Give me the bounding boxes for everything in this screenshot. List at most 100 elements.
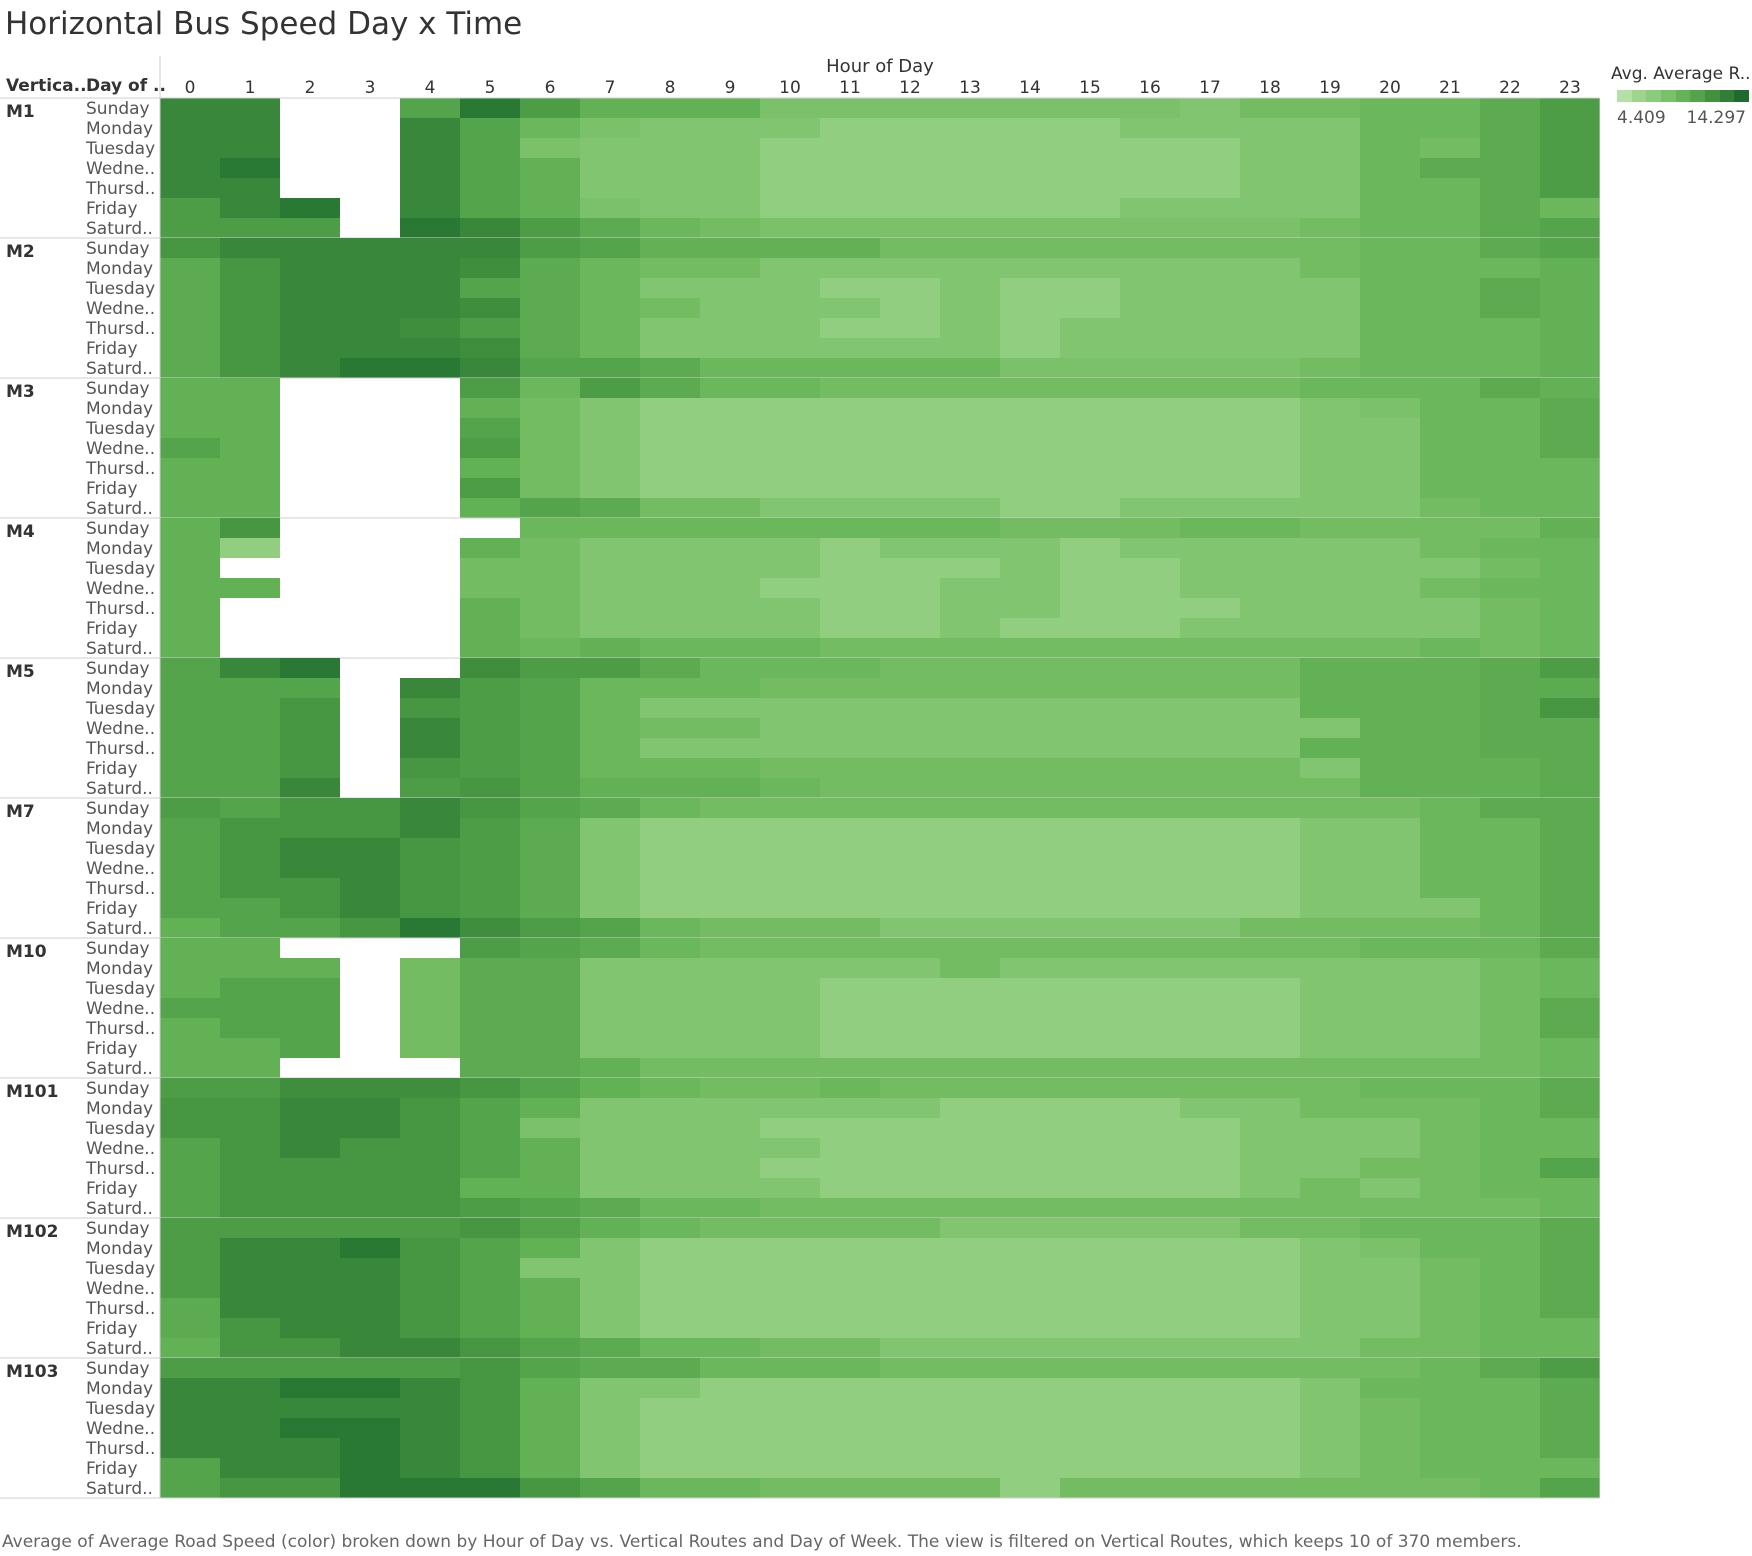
heatmap-cell[interactable] [940,1218,1000,1238]
heatmap-cell[interactable] [1420,438,1480,458]
heatmap-cell[interactable] [760,938,820,958]
heatmap-cell[interactable] [220,1398,280,1418]
heatmap-cell[interactable] [940,1458,1000,1478]
heatmap-cell[interactable] [1180,1258,1240,1278]
heatmap-cell[interactable] [1480,478,1540,498]
heatmap-cell[interactable] [1540,558,1600,578]
heatmap-cell[interactable] [1120,458,1180,478]
heatmap-cell[interactable] [640,398,700,418]
heatmap-cell[interactable] [1060,418,1120,438]
heatmap-cell[interactable] [1120,1198,1180,1218]
heatmap-cell[interactable] [1300,1338,1360,1358]
heatmap-cell[interactable] [1240,438,1300,458]
heatmap-cell[interactable] [160,1218,220,1238]
heatmap-cell[interactable] [1360,698,1420,718]
heatmap-cell[interactable] [640,158,700,178]
heatmap-cell[interactable] [1540,1218,1600,1238]
heatmap-cell[interactable] [520,378,580,398]
heatmap-cell[interactable] [880,1378,940,1398]
heatmap-cell[interactable] [700,338,760,358]
heatmap-cell[interactable] [340,1458,400,1478]
heatmap-cell[interactable] [160,578,220,598]
heatmap-cell[interactable] [1000,98,1060,118]
heatmap-cell[interactable] [940,518,1000,538]
heatmap-cell[interactable] [520,1478,580,1498]
heatmap-cell[interactable] [1000,1298,1060,1318]
heatmap-cell[interactable] [700,1278,760,1298]
heatmap-cell[interactable] [520,118,580,138]
heatmap-cell[interactable] [1480,678,1540,698]
heatmap-cell[interactable] [880,738,940,758]
heatmap-cell[interactable] [940,658,1000,678]
heatmap-cell[interactable] [520,618,580,638]
heatmap-cell[interactable] [1240,558,1300,578]
heatmap-cell[interactable] [760,1158,820,1178]
heatmap-cell[interactable] [1420,1218,1480,1238]
heatmap-cell[interactable] [1540,1318,1600,1338]
heatmap-cell[interactable] [940,1438,1000,1458]
heatmap-cell[interactable] [1240,978,1300,998]
heatmap-cell[interactable] [1180,298,1240,318]
heatmap-cell[interactable] [520,278,580,298]
heatmap-cell[interactable] [1300,298,1360,318]
heatmap-cell[interactable] [1480,298,1540,318]
heatmap-cell[interactable] [640,1018,700,1038]
heatmap-cell[interactable] [1180,918,1240,938]
heatmap-cell[interactable] [1420,1358,1480,1378]
heatmap-cell[interactable] [520,318,580,338]
heatmap-cell[interactable] [640,598,700,618]
heatmap-cell[interactable] [1540,178,1600,198]
heatmap-cell[interactable] [940,858,1000,878]
heatmap-cell[interactable] [580,1258,640,1278]
heatmap-cell[interactable] [1060,838,1120,858]
heatmap-cell[interactable] [340,1398,400,1418]
heatmap-cell[interactable] [220,1298,280,1318]
heatmap-cell[interactable] [940,478,1000,498]
heatmap-cell[interactable] [220,838,280,858]
heatmap-cell[interactable] [1360,758,1420,778]
heatmap-cell[interactable] [1360,598,1420,618]
heatmap-cell[interactable] [1420,938,1480,958]
heatmap-cell[interactable] [1000,1478,1060,1498]
heatmap-cell[interactable] [940,638,1000,658]
heatmap-cell[interactable] [1240,138,1300,158]
heatmap-cell[interactable] [340,798,400,818]
heatmap-cell[interactable] [880,878,940,898]
heatmap-cell[interactable] [940,538,1000,558]
heatmap-cell[interactable] [1240,798,1300,818]
heatmap-cell[interactable] [700,958,760,978]
heatmap-cell[interactable] [1000,618,1060,638]
heatmap-cell[interactable] [820,1138,880,1158]
heatmap-cell[interactable] [280,1378,340,1398]
heatmap-cell[interactable] [1000,858,1060,878]
heatmap-cell[interactable] [220,1258,280,1278]
heatmap-cell[interactable] [1360,1358,1420,1378]
heatmap-cell[interactable] [400,1358,460,1378]
heatmap-cell[interactable] [1240,638,1300,658]
heatmap-cell[interactable] [1300,1358,1360,1378]
heatmap-cell[interactable] [1060,1378,1120,1398]
heatmap-cell[interactable] [340,1378,400,1398]
heatmap-cell[interactable] [400,258,460,278]
heatmap-cell[interactable] [940,818,1000,838]
heatmap-cell[interactable] [640,858,700,878]
heatmap-cell[interactable] [1300,1058,1360,1078]
heatmap-cell[interactable] [520,358,580,378]
heatmap-cell[interactable] [1240,1278,1300,1298]
heatmap-cell[interactable] [1300,338,1360,358]
heatmap-cell[interactable] [460,198,520,218]
heatmap-cell[interactable] [760,1338,820,1358]
heatmap-cell[interactable] [160,1198,220,1218]
heatmap-cell[interactable] [1060,1318,1120,1338]
heatmap-cell[interactable] [400,1118,460,1138]
heatmap-cell[interactable] [220,1078,280,1098]
heatmap-cell[interactable] [580,1218,640,1238]
heatmap-cell[interactable] [1300,1178,1360,1198]
heatmap-cell[interactable] [1120,818,1180,838]
heatmap-cell[interactable] [340,1298,400,1318]
heatmap-cell[interactable] [1120,338,1180,358]
heatmap-cell[interactable] [1540,658,1600,678]
heatmap-cell[interactable] [760,1438,820,1458]
heatmap-cell[interactable] [400,358,460,378]
heatmap-cell[interactable] [280,1198,340,1218]
